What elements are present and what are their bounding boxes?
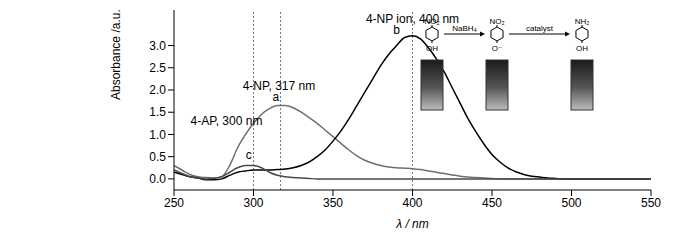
svg-text:0.0: 0.0	[149, 172, 166, 186]
svg-text:0.5: 0.5	[149, 150, 166, 164]
svg-text:3.0: 3.0	[149, 39, 166, 53]
svg-text:catalyst: catalyst	[526, 24, 554, 33]
svg-text:a: a	[272, 90, 279, 104]
svg-text:2.5: 2.5	[149, 61, 166, 75]
svg-text:1.5: 1.5	[149, 105, 166, 119]
svg-text:550: 550	[641, 196, 661, 210]
svg-text:O⁻: O⁻	[492, 44, 502, 53]
svg-text:OH: OH	[576, 44, 588, 53]
svg-text:λ / nm: λ / nm	[395, 217, 429, 231]
svg-text:NH₂: NH₂	[575, 17, 590, 26]
svg-text:NO₂: NO₂	[489, 17, 504, 26]
svg-text:Absorbance /a.u.: Absorbance /a.u.	[109, 9, 123, 100]
svg-text:500: 500	[561, 196, 581, 210]
svg-text:400: 400	[402, 196, 422, 210]
svg-text:c: c	[246, 148, 252, 162]
svg-text:NO₂: NO₂	[424, 17, 439, 26]
svg-text:250: 250	[164, 196, 184, 210]
svg-text:NaBH₄: NaBH₄	[452, 24, 477, 33]
svg-text:4-NP, 317 nm: 4-NP, 317 nm	[242, 78, 316, 93]
svg-text:350: 350	[323, 196, 343, 210]
svg-text:b: b	[393, 23, 400, 37]
svg-text:300: 300	[243, 196, 263, 210]
svg-text:1.0: 1.0	[149, 128, 166, 142]
svg-text:OH: OH	[426, 44, 438, 53]
svg-text:4-NP ion, 400 nm: 4-NP ion, 400 nm	[366, 12, 459, 26]
svg-text:4-AP, 300 nm: 4-AP, 300 nm	[191, 114, 263, 128]
svg-text:2.0: 2.0	[149, 83, 166, 97]
svg-text:450: 450	[482, 196, 502, 210]
